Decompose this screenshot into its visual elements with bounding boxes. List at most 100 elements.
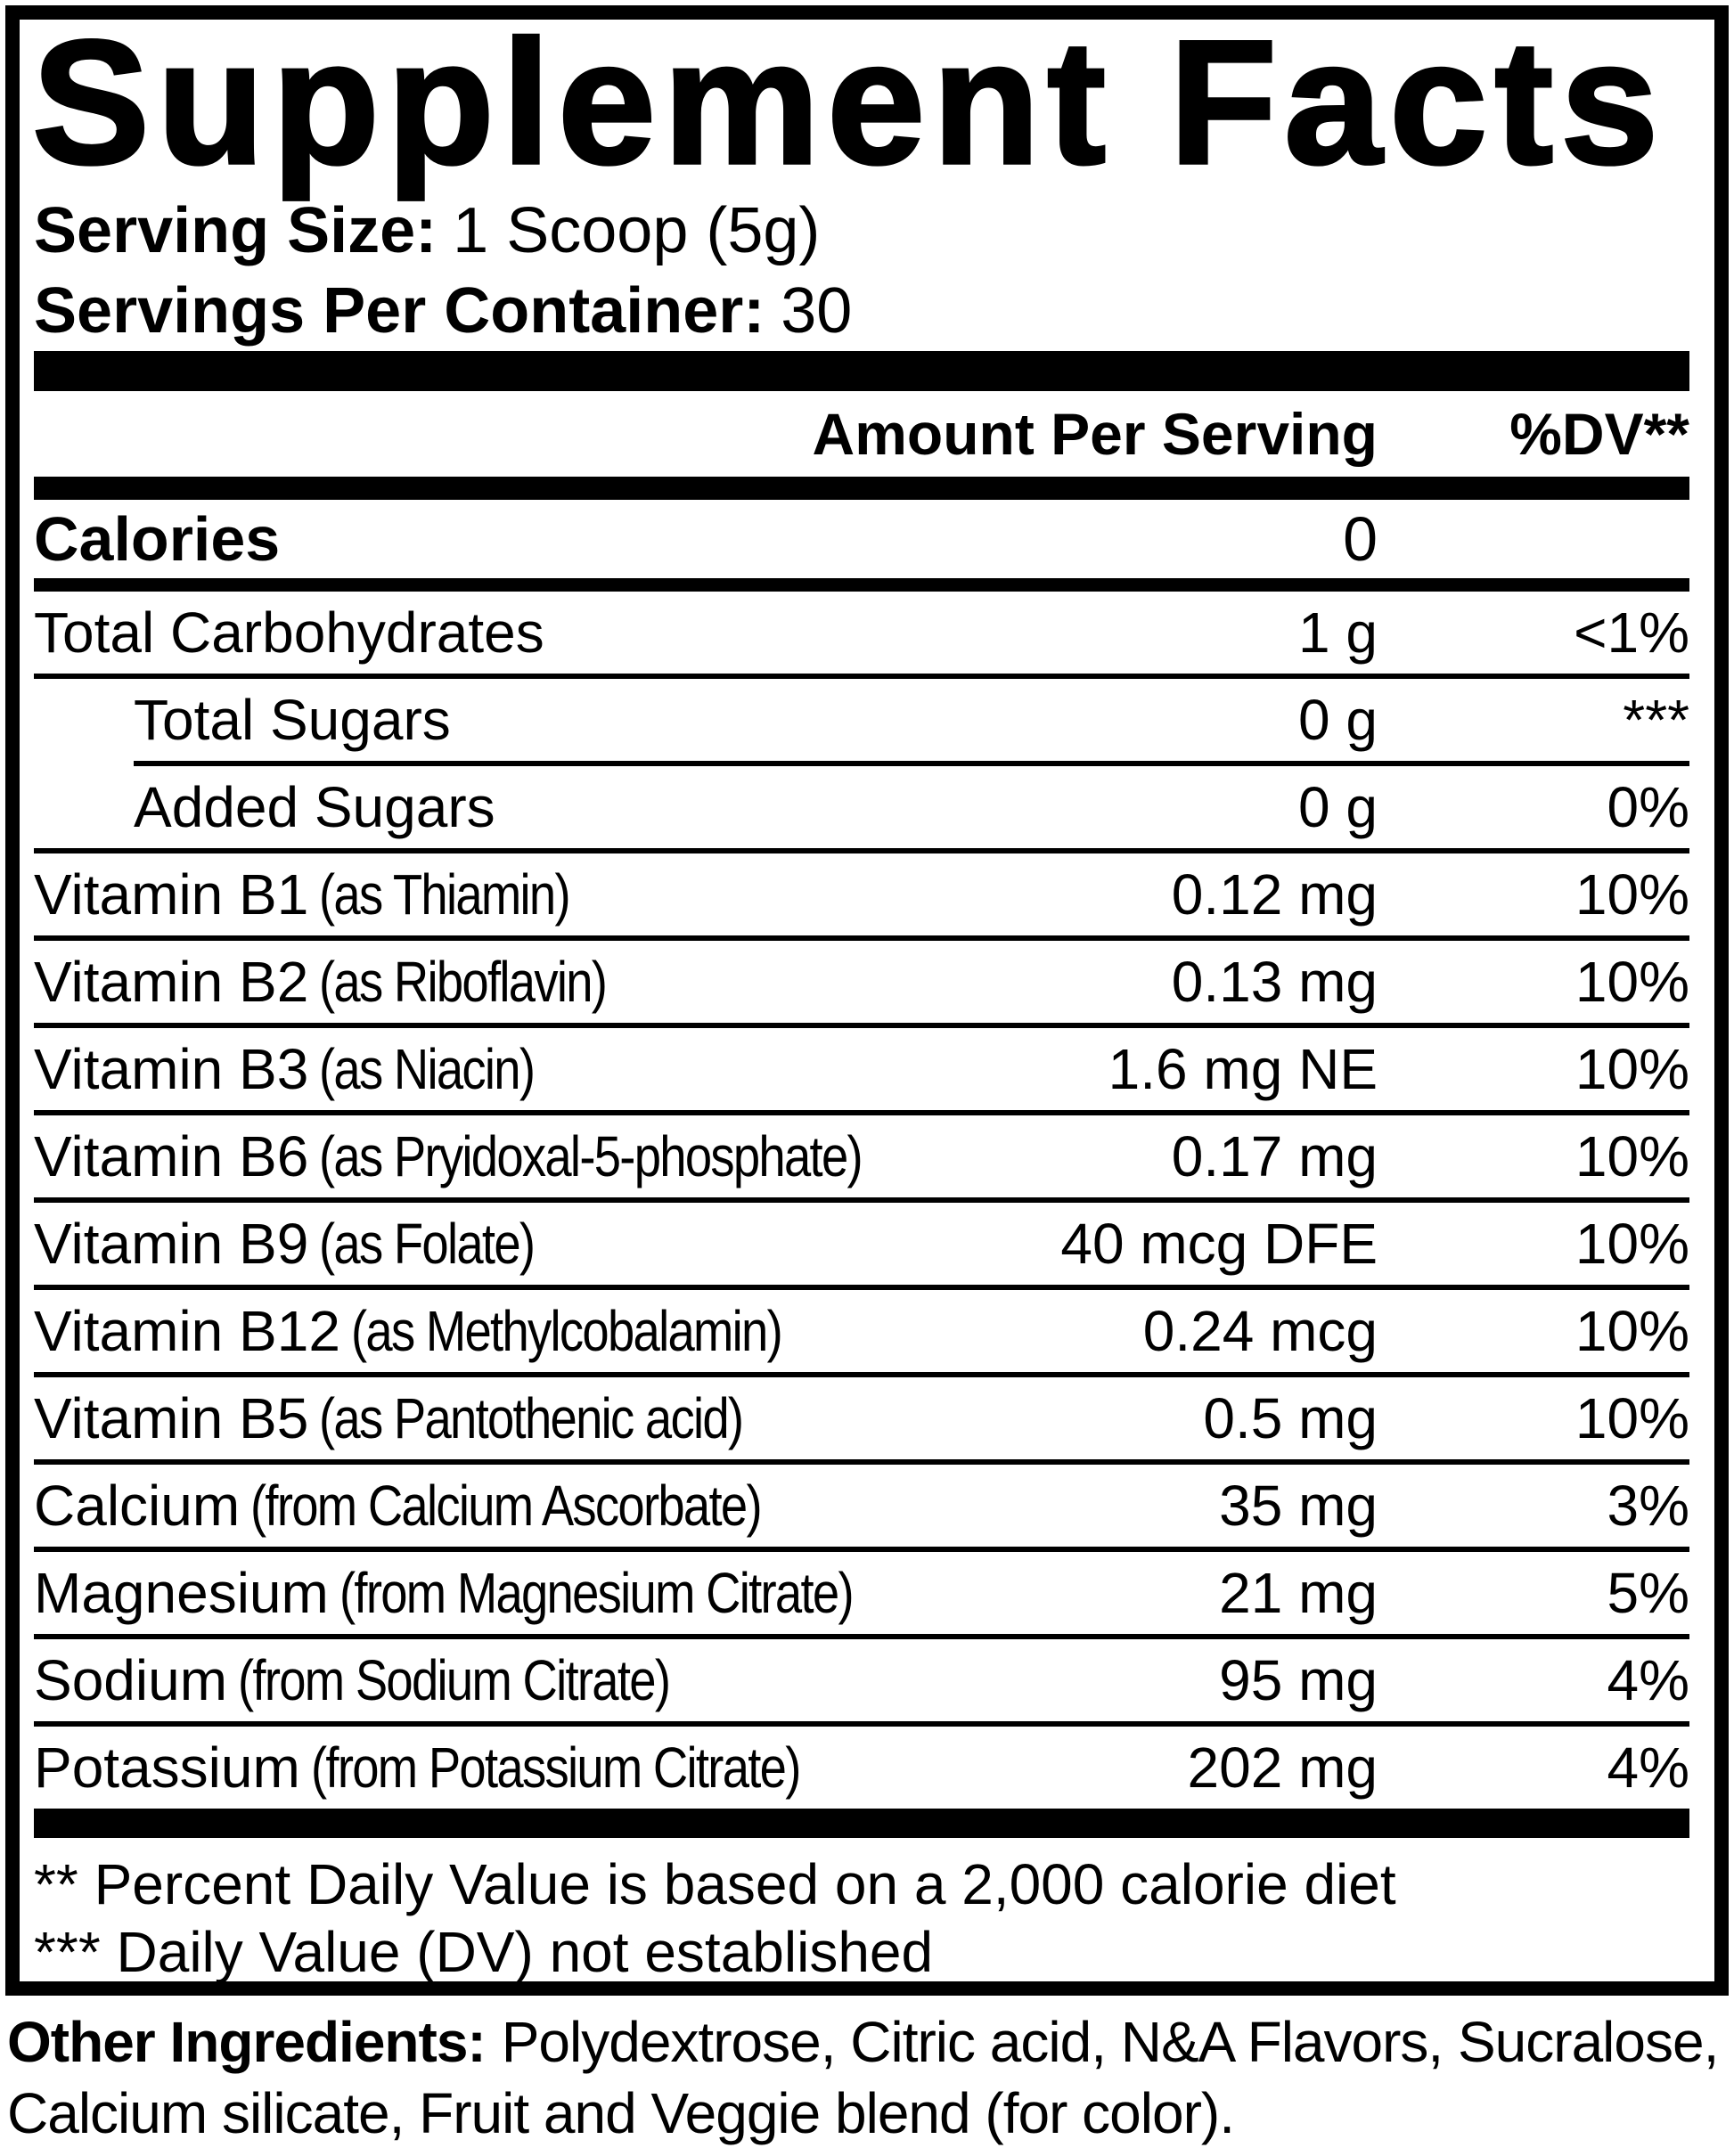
row-total-carbohydrates: Total Carbohydrates 1 g <1%	[34, 592, 1689, 674]
row-calories: Calories 0	[34, 500, 1689, 578]
serving-size-line: Serving Size: 1 Scoop (5g)	[34, 191, 1689, 271]
nutrient-amount: 95 mg	[1219, 1648, 1378, 1712]
nutrient-source: (as Riboflavin)	[319, 950, 608, 1014]
nutrient-dv: 4%	[1607, 1735, 1690, 1800]
serving-size-label: Serving Size:	[34, 195, 438, 266]
nutrient-name: Calcium	[34, 1474, 241, 1538]
calories-label: Calories	[34, 504, 281, 574]
nutrient-table: Total Carbohydrates 1 g <1% Total Sugars…	[34, 592, 1689, 1809]
nutrient-source: (as Pantothenic acid)	[319, 1386, 744, 1450]
nutrient-amount: 1.6 mg NE	[1108, 1037, 1378, 1101]
nutrient-dv: 10%	[1575, 1124, 1689, 1188]
nutrient-dv: 5%	[1607, 1561, 1690, 1625]
row-divider-indented	[134, 761, 1689, 766]
row-divider	[34, 1197, 1689, 1203]
footnote-dv-not-established: *** Daily Value (DV) not established	[34, 1920, 934, 1984]
header-divider	[34, 477, 1689, 500]
nutrient-name: Potassium	[34, 1735, 300, 1800]
row-added-sugars: Added Sugars 0 g 0%	[34, 766, 1689, 848]
nutrient-amount: 0.17 mg	[1171, 1124, 1378, 1188]
row-vitamin-b3: Vitamin B3 (as Niacin) 1.6 mg NE 10%	[34, 1028, 1689, 1110]
nutrient-name: Vitamin B9	[34, 1212, 309, 1276]
nutrient-amount: 0.12 mg	[1171, 862, 1378, 927]
nutrient-dv: 3%	[1607, 1474, 1690, 1538]
row-divider	[34, 1372, 1689, 1377]
header-percent-dv: %DV**	[1509, 401, 1689, 467]
supplement-facts-panel: Supplement Facts Serving Size: 1 Scoop (5…	[5, 5, 1729, 1996]
row-divider	[34, 935, 1689, 941]
nutrient-dv: 10%	[1575, 1212, 1689, 1276]
nutrient-amount: 0 g	[1298, 688, 1378, 752]
nutrient-name: Added Sugars	[134, 775, 495, 839]
footnotes: ** Percent Daily Value is based on a 2,0…	[34, 1838, 1689, 1986]
row-divider	[34, 1285, 1689, 1290]
other-ingredients: Other Ingredients: Polydextrose, Citric a…	[7, 2006, 1727, 2149]
row-vitamin-b2: Vitamin B2 (as Riboflavin) 0.13 mg 10%	[34, 941, 1689, 1023]
row-divider	[34, 1721, 1689, 1727]
nutrient-dv: 10%	[1575, 1299, 1689, 1363]
servings-per-container-label: Servings Per Container:	[34, 275, 765, 347]
footnote-percent-dv: ** Percent Daily Value is based on a 2,0…	[34, 1852, 1396, 1916]
servings-per-container-value: 30	[781, 275, 853, 347]
nutrient-dv: ***	[1623, 688, 1689, 752]
row-divider	[34, 848, 1689, 853]
row-divider	[34, 1110, 1689, 1115]
nutrient-name: Sodium	[34, 1648, 227, 1712]
row-total-sugars: Total Sugars 0 g ***	[34, 679, 1689, 761]
row-potassium: Potassium (from Potassium Citrate) 202 mg…	[34, 1727, 1689, 1809]
nutrient-amount: 202 mg	[1187, 1735, 1378, 1800]
nutrient-source: (as Niacin)	[319, 1037, 536, 1101]
row-vitamin-b5: Vitamin B5 (as Pantothenic acid) 0.5 mg 1…	[34, 1377, 1689, 1459]
nutrient-amount: 0 g	[1298, 775, 1378, 839]
row-calcium: Calcium (from Calcium Ascorbate) 35 mg 3%	[34, 1465, 1689, 1547]
header-amount-per-serving: Amount Per Serving	[812, 401, 1378, 467]
nutrient-dv: 4%	[1607, 1648, 1690, 1712]
nutrient-source: (as Pryidoxal-5-phosphate)	[319, 1124, 863, 1188]
row-divider	[34, 1023, 1689, 1028]
row-vitamin-b6: Vitamin B6 (as Pryidoxal-5-phosphate) 0.1…	[34, 1115, 1689, 1197]
nutrient-source: (from Magnesium Citrate)	[339, 1561, 855, 1625]
calories-amount: 0	[1343, 504, 1378, 574]
nutrient-dv: 10%	[1575, 1037, 1689, 1101]
nutrient-name: Vitamin B5	[34, 1386, 309, 1450]
row-vitamin-b1: Vitamin B1 (as Thiamin) 0.12 mg 10%	[34, 853, 1689, 935]
nutrient-name: Vitamin B1	[34, 862, 309, 927]
nutrient-source: (from Calcium Ascorbate)	[250, 1474, 763, 1538]
nutrient-dv: 10%	[1575, 1386, 1689, 1450]
nutrient-name: Total Sugars	[134, 688, 451, 752]
nutrient-source: (as Folate)	[319, 1212, 536, 1276]
row-divider	[34, 1634, 1689, 1639]
nutrient-name: Total Carbohydrates	[34, 600, 544, 665]
servings-per-container-line: Servings Per Container: 30	[34, 271, 1689, 351]
serving-size-value: 1 Scoop (5g)	[453, 195, 821, 266]
nutrient-amount: 0.5 mg	[1203, 1386, 1378, 1450]
row-divider	[34, 1547, 1689, 1552]
nutrient-dv: 10%	[1575, 950, 1689, 1014]
nutrient-amount: 35 mg	[1219, 1474, 1378, 1538]
nutrient-name: Magnesium	[34, 1561, 329, 1625]
nutrient-name: Vitamin B3	[34, 1037, 309, 1101]
nutrient-name: Vitamin B12	[34, 1299, 340, 1363]
other-ingredients-label: Other Ingredients:	[7, 2010, 487, 2074]
row-vitamin-b12: Vitamin B12 (as Methylcobalamin) 0.24 mcg…	[34, 1290, 1689, 1372]
column-header-row: Amount Per Serving %DV**	[34, 391, 1689, 477]
nutrient-amount: 1 g	[1298, 600, 1378, 665]
calories-divider	[34, 578, 1689, 592]
nutrient-name: Vitamin B2	[34, 950, 309, 1014]
nutrient-amount: 21 mg	[1219, 1561, 1378, 1625]
other-ingredients-value: Polydextrose, Citric acid, N&A Flavors, …	[7, 2010, 1719, 2145]
footnote-divider	[34, 1809, 1689, 1838]
nutrient-source: (as Thiamin)	[319, 862, 571, 927]
nutrient-source: (as Methylcobalamin)	[350, 1299, 783, 1363]
nutrient-amount: 0.13 mg	[1171, 950, 1378, 1014]
nutrient-source: (from Potassium Citrate)	[310, 1735, 801, 1800]
row-divider	[34, 1459, 1689, 1465]
row-divider	[34, 674, 1689, 679]
panel-title: Supplement Facts	[30, 4, 1666, 200]
nutrient-source: (from Sodium Citrate)	[238, 1648, 671, 1712]
row-sodium: Sodium (from Sodium Citrate) 95 mg 4%	[34, 1639, 1689, 1721]
nutrient-dv: 0%	[1607, 775, 1690, 839]
nutrient-dv: <1%	[1574, 600, 1689, 665]
section-divider-thick	[34, 351, 1689, 391]
row-magnesium: Magnesium (from Magnesium Citrate) 21 mg …	[34, 1552, 1689, 1634]
